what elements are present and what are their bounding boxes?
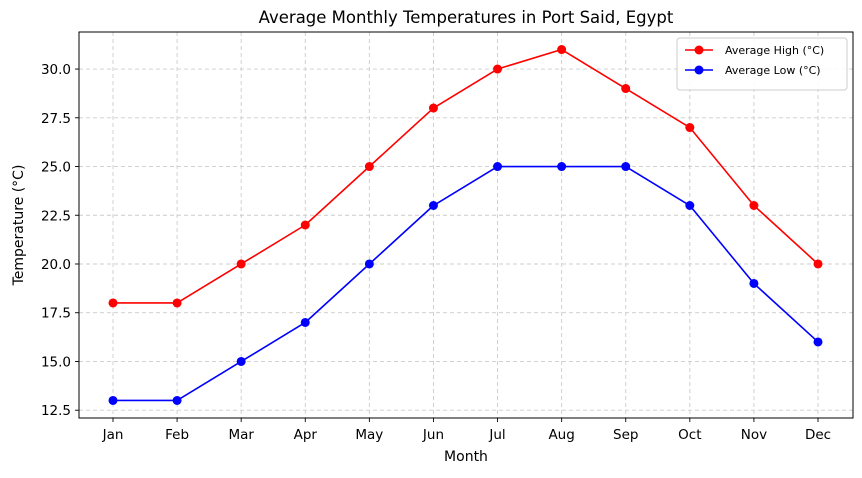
series-line xyxy=(113,165,819,402)
data-point xyxy=(621,84,631,94)
data-point xyxy=(108,298,118,308)
chart-title: Average Monthly Temperatures in Port Sai… xyxy=(259,8,674,27)
y-tick-label: 20.0 xyxy=(41,257,71,273)
x-tick-label: Oct xyxy=(678,427,701,443)
data-point xyxy=(364,259,374,269)
legend: Average High (°C) Average Low (°C) xyxy=(676,37,848,91)
x-tick-label: Mar xyxy=(228,427,254,443)
x-tick-label: Jan xyxy=(102,427,124,443)
y-tick-label: 30.0 xyxy=(41,62,71,78)
data-point xyxy=(428,201,438,211)
y-tick-label: 22.5 xyxy=(41,208,71,224)
x-tick-label: Aug xyxy=(548,427,574,443)
data-point xyxy=(557,162,567,172)
data-point xyxy=(813,259,823,269)
data-point xyxy=(236,356,246,366)
series-line xyxy=(113,48,819,304)
data-point xyxy=(813,337,823,347)
data-point xyxy=(300,220,310,230)
plot-frame xyxy=(78,31,854,419)
y-tick-label: 25.0 xyxy=(41,160,71,176)
legend-box xyxy=(676,37,848,91)
grid xyxy=(79,32,853,418)
axis-ticks: Jan Feb Mar Apr May Jun Jul Aug Sep Oct Nov Dec 12.5… xyxy=(41,62,831,443)
legend-marker xyxy=(694,45,704,55)
y-axis-label: Temperature (°C) xyxy=(11,165,27,287)
legend-label: Average High (°C) xyxy=(725,44,824,57)
x-tick-label: Nov xyxy=(741,427,767,443)
x-tick-label: Apr xyxy=(294,427,318,443)
data-point xyxy=(493,162,503,172)
x-axis-label: Month xyxy=(444,449,488,465)
data-point xyxy=(749,278,759,288)
legend-marker xyxy=(694,65,704,75)
x-tick-label: Sep xyxy=(613,427,638,443)
data-point xyxy=(364,162,374,172)
x-tick-label: Jun xyxy=(422,427,444,443)
data-point xyxy=(685,123,695,133)
data-point xyxy=(172,395,182,405)
x-tick-label: Feb xyxy=(165,427,189,443)
data-point xyxy=(300,317,310,327)
y-tick-label: 27.5 xyxy=(41,111,71,127)
data-point xyxy=(236,259,246,269)
plot-series xyxy=(108,45,823,405)
y-tick-label: 12.5 xyxy=(41,403,71,419)
y-tick-label: 15.0 xyxy=(41,354,71,370)
legend-label: Average Low (°C) xyxy=(725,64,821,77)
x-tick-label: Dec xyxy=(805,427,831,443)
x-tick-label: Jul xyxy=(488,427,505,443)
y-tick-label: 17.5 xyxy=(41,306,71,322)
x-tick-label: May xyxy=(355,427,383,443)
data-point xyxy=(493,64,503,74)
data-point xyxy=(749,201,759,211)
data-point xyxy=(557,45,567,55)
data-point xyxy=(172,298,182,308)
data-point xyxy=(685,201,695,211)
data-point xyxy=(108,395,118,405)
data-point xyxy=(428,103,438,113)
data-point xyxy=(621,162,631,172)
